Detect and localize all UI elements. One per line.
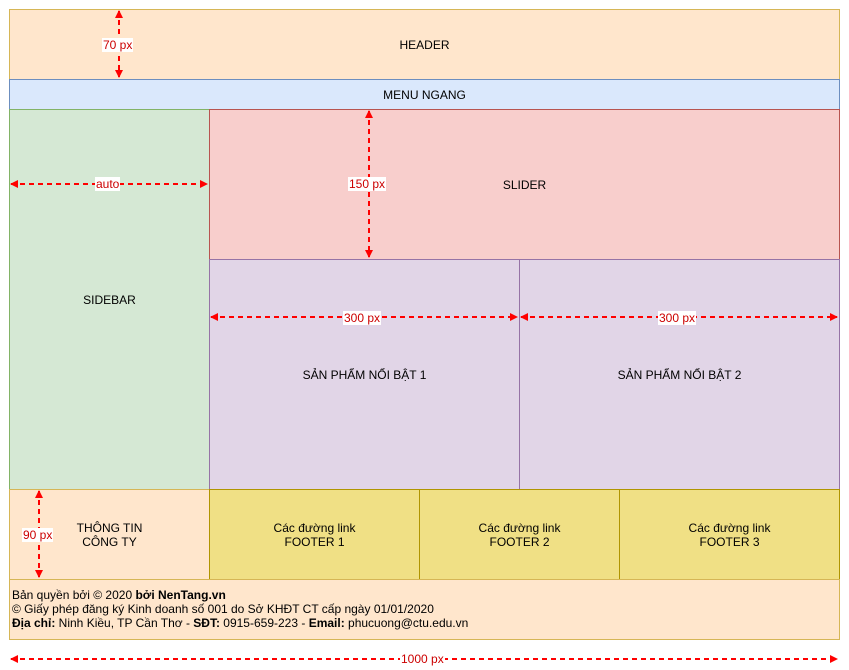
product1-width-label: 300 px [343, 311, 382, 325]
header-label: HEADER [399, 37, 450, 52]
slider-label: SLIDER [502, 177, 547, 192]
address-value: Ninh Kiều, TP Cần Thơ - [55, 616, 194, 630]
copyright-prefix: Bản quyền bởi © 2020 [12, 588, 136, 602]
slider-block: SLIDER [209, 109, 840, 260]
license-line: © Giấy phép đăng ký Kinh doanh số 001 do… [12, 602, 434, 616]
copyright-line-1: Bản quyền bởi © 2020 bởi NenTang.vn [12, 588, 839, 602]
header-height-label: 70 px [102, 38, 134, 52]
email-label: Email: [308, 616, 345, 630]
footer-links-3-label: Các đường link FOOTER 3 [688, 520, 771, 549]
footer-height-label: 90 px [22, 528, 54, 542]
footer-links-2-label: Các đường link FOOTER 2 [478, 520, 561, 549]
slider-height-label: 150 px [348, 177, 387, 191]
footer-links-3-block: Các đường link FOOTER 3 [619, 489, 840, 580]
sidebar-width-label: auto [95, 177, 121, 191]
featured-product-2-block: SẢN PHẨM NỔI BẬT 2 [519, 259, 840, 490]
featured-product-1-block: SẢN PHẨM NỔI BẬT 1 [209, 259, 520, 490]
company-info-label: THÔNG TIN CÔNG TY [76, 520, 143, 549]
menu-label: MENU NGANG [383, 87, 466, 102]
copyright-block: Bản quyền bởi © 2020 bởi NenTang.vn © Gi… [9, 579, 840, 640]
phone-value: 0915-659-223 - [219, 616, 309, 630]
sidebar-block: SIDEBAR [9, 109, 210, 490]
featured-product-2-label: SẢN PHẨM NỔI BẬT 2 [617, 367, 742, 382]
footer-links-1-label: Các đường link FOOTER 1 [273, 520, 356, 549]
header-block: HEADER [9, 9, 840, 80]
total-width-label: 1000 px [400, 652, 445, 666]
featured-product-1-label: SẢN PHẨM NỔI BẬT 1 [302, 367, 427, 382]
footer-links-1-block: Các đường link FOOTER 1 [209, 489, 420, 580]
copyright-brand: bởi NenTang.vn [135, 588, 226, 602]
product2-width-label: 300 px [658, 311, 697, 325]
phone-label: SĐT: [193, 616, 220, 630]
email-value: phucuong@ctu.edu.vn [344, 616, 469, 630]
sidebar-label: SIDEBAR [83, 292, 136, 307]
contact-line: Địa chỉ: Ninh Kiều, TP Cần Thơ - SĐT: 09… [12, 616, 839, 630]
address-label: Địa chỉ: [12, 616, 56, 630]
